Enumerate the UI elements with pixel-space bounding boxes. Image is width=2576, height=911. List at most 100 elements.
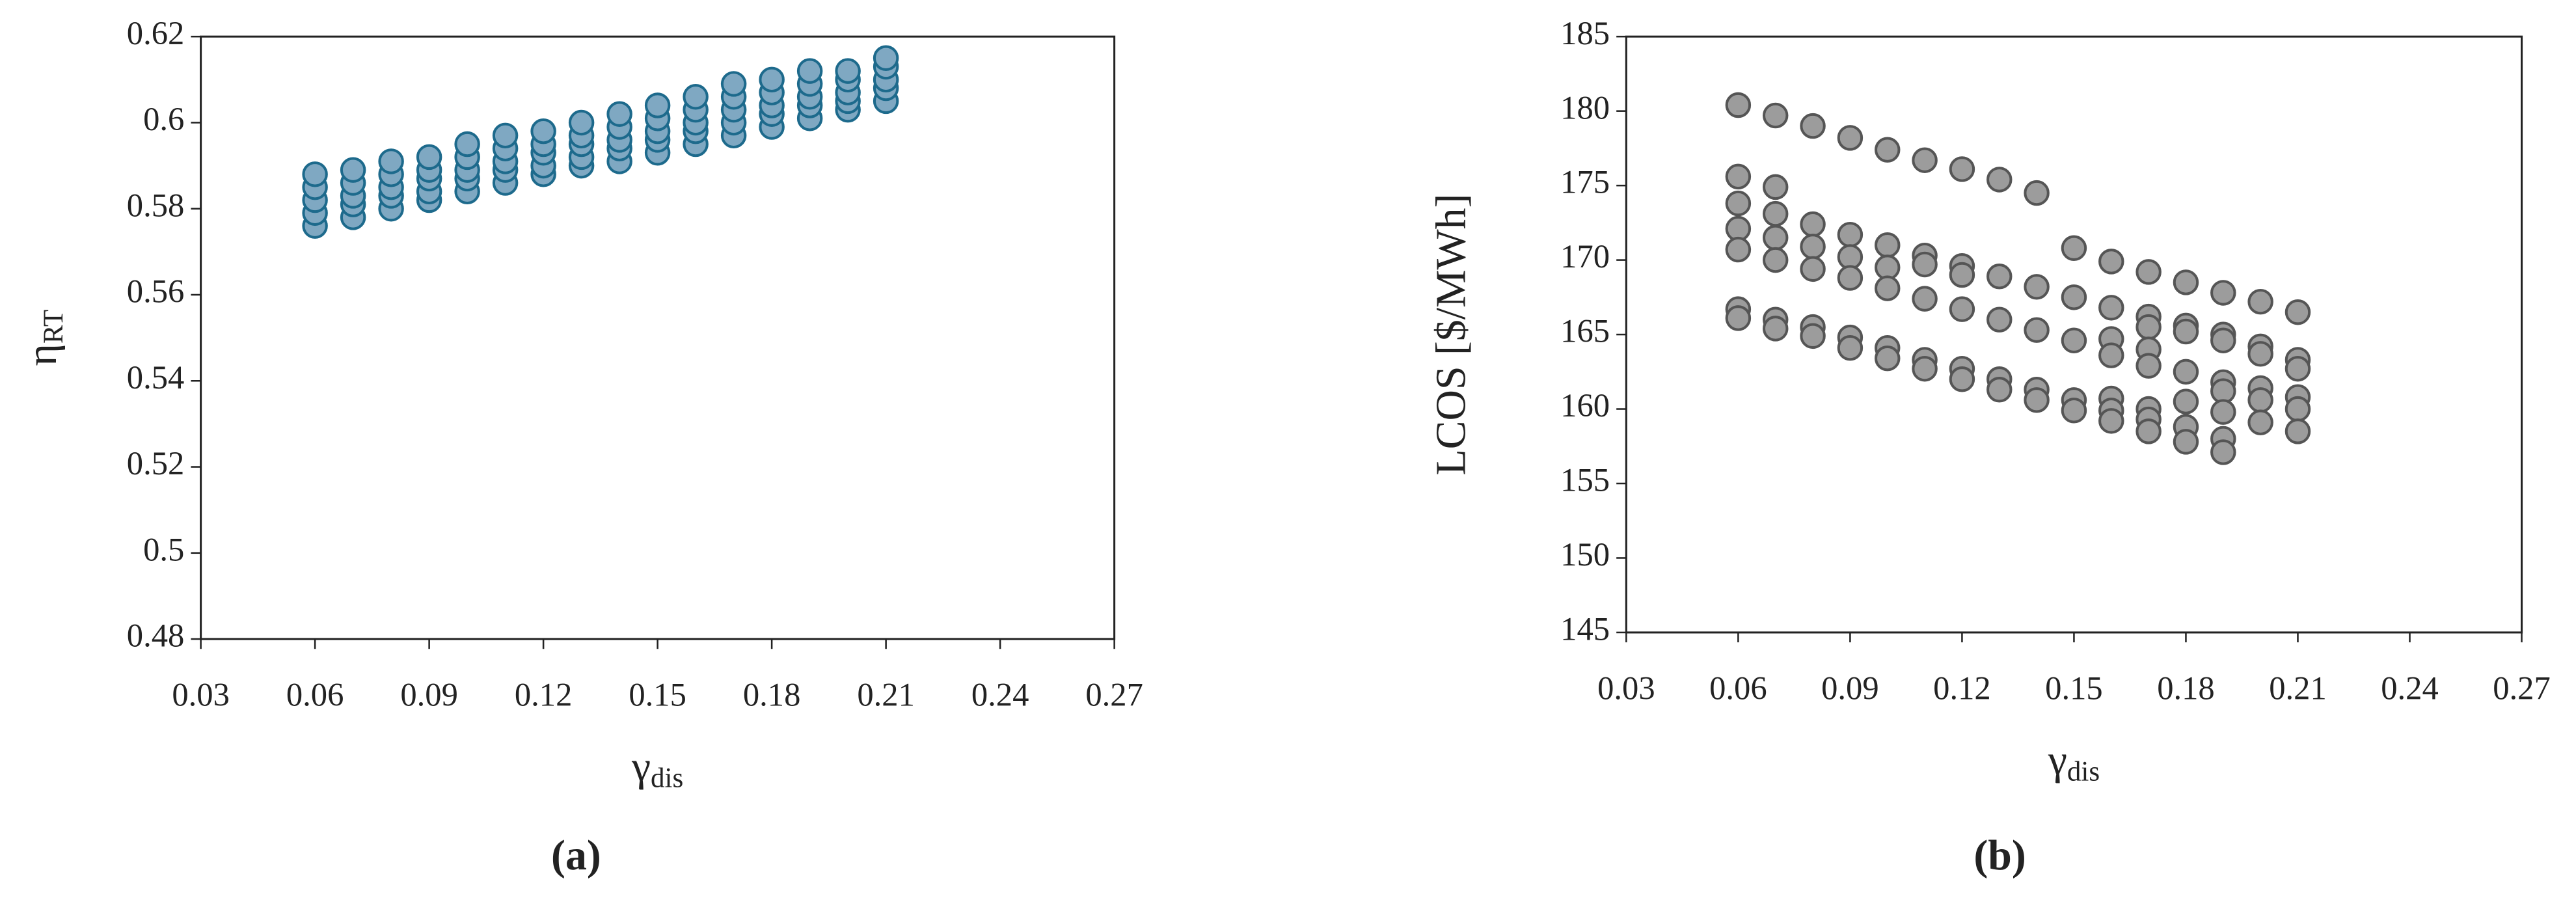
point: [1986, 377, 2013, 403]
point: [1912, 251, 1938, 278]
point: [1875, 137, 1901, 163]
point: [2135, 418, 2162, 444]
x-axis-subscript: dis: [2067, 756, 2100, 787]
point: [644, 92, 671, 118]
y-tick-label: 0.6: [143, 101, 184, 137]
point: [1725, 92, 1752, 118]
x-tick-label: 0.09: [400, 677, 458, 713]
point: [492, 122, 519, 149]
point: [1725, 305, 1752, 331]
point: [2098, 295, 2124, 321]
x-axis-label: γdis: [2048, 736, 2100, 787]
point: [2173, 318, 2199, 345]
x-tick-label: 0.09: [1821, 670, 1879, 707]
x-tick-label: 0.27: [2493, 670, 2551, 707]
y-axis-label: LCOS [$/MWh]: [1427, 194, 1474, 476]
point: [1986, 167, 2013, 193]
x-tick-label: 0.15: [2045, 670, 2103, 707]
x-axis-symbol: γ: [2048, 736, 2067, 783]
point: [2210, 280, 2236, 306]
point: [1986, 306, 2013, 333]
y-tick-label: 150: [1560, 536, 1610, 573]
point: [1762, 102, 1789, 129]
point: [378, 148, 404, 174]
x-axis-label: γdis: [631, 743, 683, 794]
point: [2098, 342, 2124, 368]
y-tick-label: 0.54: [127, 359, 185, 396]
x-tick-label: 0.03: [1597, 670, 1655, 707]
point: [1837, 221, 1864, 248]
x-axis-subscript: dis: [651, 763, 683, 793]
point: [1912, 286, 1938, 312]
point: [2247, 341, 2273, 367]
point: [2210, 399, 2236, 425]
point: [683, 84, 709, 110]
y-tick-label: 160: [1560, 387, 1610, 424]
x-tick-label: 0.27: [1085, 677, 1143, 713]
chart: 145 150 155 160 165 170 175 180 185 0.03 0.06 0.09 0…: [1427, 15, 2550, 879]
point: [796, 58, 823, 84]
point: [2173, 388, 2199, 415]
point: [1800, 256, 1826, 282]
point: [2173, 359, 2199, 385]
point: [530, 118, 556, 144]
point: [2247, 288, 2273, 315]
y-tick-label: 0.48: [127, 618, 185, 654]
y-tick-label: 0.58: [127, 187, 185, 223]
point: [1912, 355, 1938, 382]
x-tick-label: 0.21: [857, 677, 915, 713]
point: [1725, 236, 1752, 263]
x-tick-label: 0.12: [515, 677, 573, 713]
caption: (b): [1973, 832, 2026, 879]
y-axis-symbol: η: [18, 344, 66, 366]
x-tick-label: 0.21: [2269, 670, 2327, 707]
x-tick-label: 0.24: [2381, 670, 2439, 707]
point: [2135, 353, 2162, 379]
x-tick-label: 0.03: [172, 677, 230, 713]
y-axis-label: ηRT: [18, 310, 69, 366]
point: [2024, 387, 2050, 413]
point: [2061, 284, 2087, 310]
point: [2135, 314, 2162, 340]
point: [2285, 396, 2311, 422]
point: [1837, 125, 1864, 151]
point: [1762, 316, 1789, 342]
x-tick-label: 0.18: [2157, 670, 2215, 707]
point: [302, 161, 328, 187]
point: [416, 144, 442, 170]
y-tick-label: 0.62: [127, 15, 185, 51]
point: [1800, 323, 1826, 349]
point: [1875, 232, 1901, 258]
point: [2135, 259, 2162, 285]
point: [1800, 211, 1826, 238]
point: [1875, 275, 1901, 301]
point: [1725, 190, 1752, 217]
point: [1912, 147, 1938, 173]
x-tick-label: 0.18: [743, 677, 801, 713]
point: [1949, 296, 1975, 322]
point: [2173, 269, 2199, 295]
y-tick-label: 170: [1560, 238, 1610, 275]
y-tick-label: 180: [1560, 89, 1610, 126]
x-tick-label: 0.06: [286, 677, 344, 713]
point: [835, 58, 861, 84]
point: [759, 66, 785, 93]
point: [2247, 409, 2273, 435]
point: [606, 101, 632, 127]
y-tick-label: 0.56: [127, 273, 185, 310]
y-tick-label: 145: [1560, 611, 1610, 647]
point: [2098, 249, 2124, 275]
y-tick-label: 185: [1560, 15, 1610, 51]
point: [454, 131, 480, 157]
point: [1725, 163, 1752, 190]
point: [1949, 262, 1975, 288]
point: [1949, 156, 1975, 182]
y-axis-subscript: RT: [38, 310, 69, 344]
point: [873, 45, 899, 71]
point: [568, 109, 595, 136]
point: [2024, 317, 2050, 343]
point: [2285, 355, 2311, 382]
y-tick-label: 155: [1560, 462, 1610, 498]
